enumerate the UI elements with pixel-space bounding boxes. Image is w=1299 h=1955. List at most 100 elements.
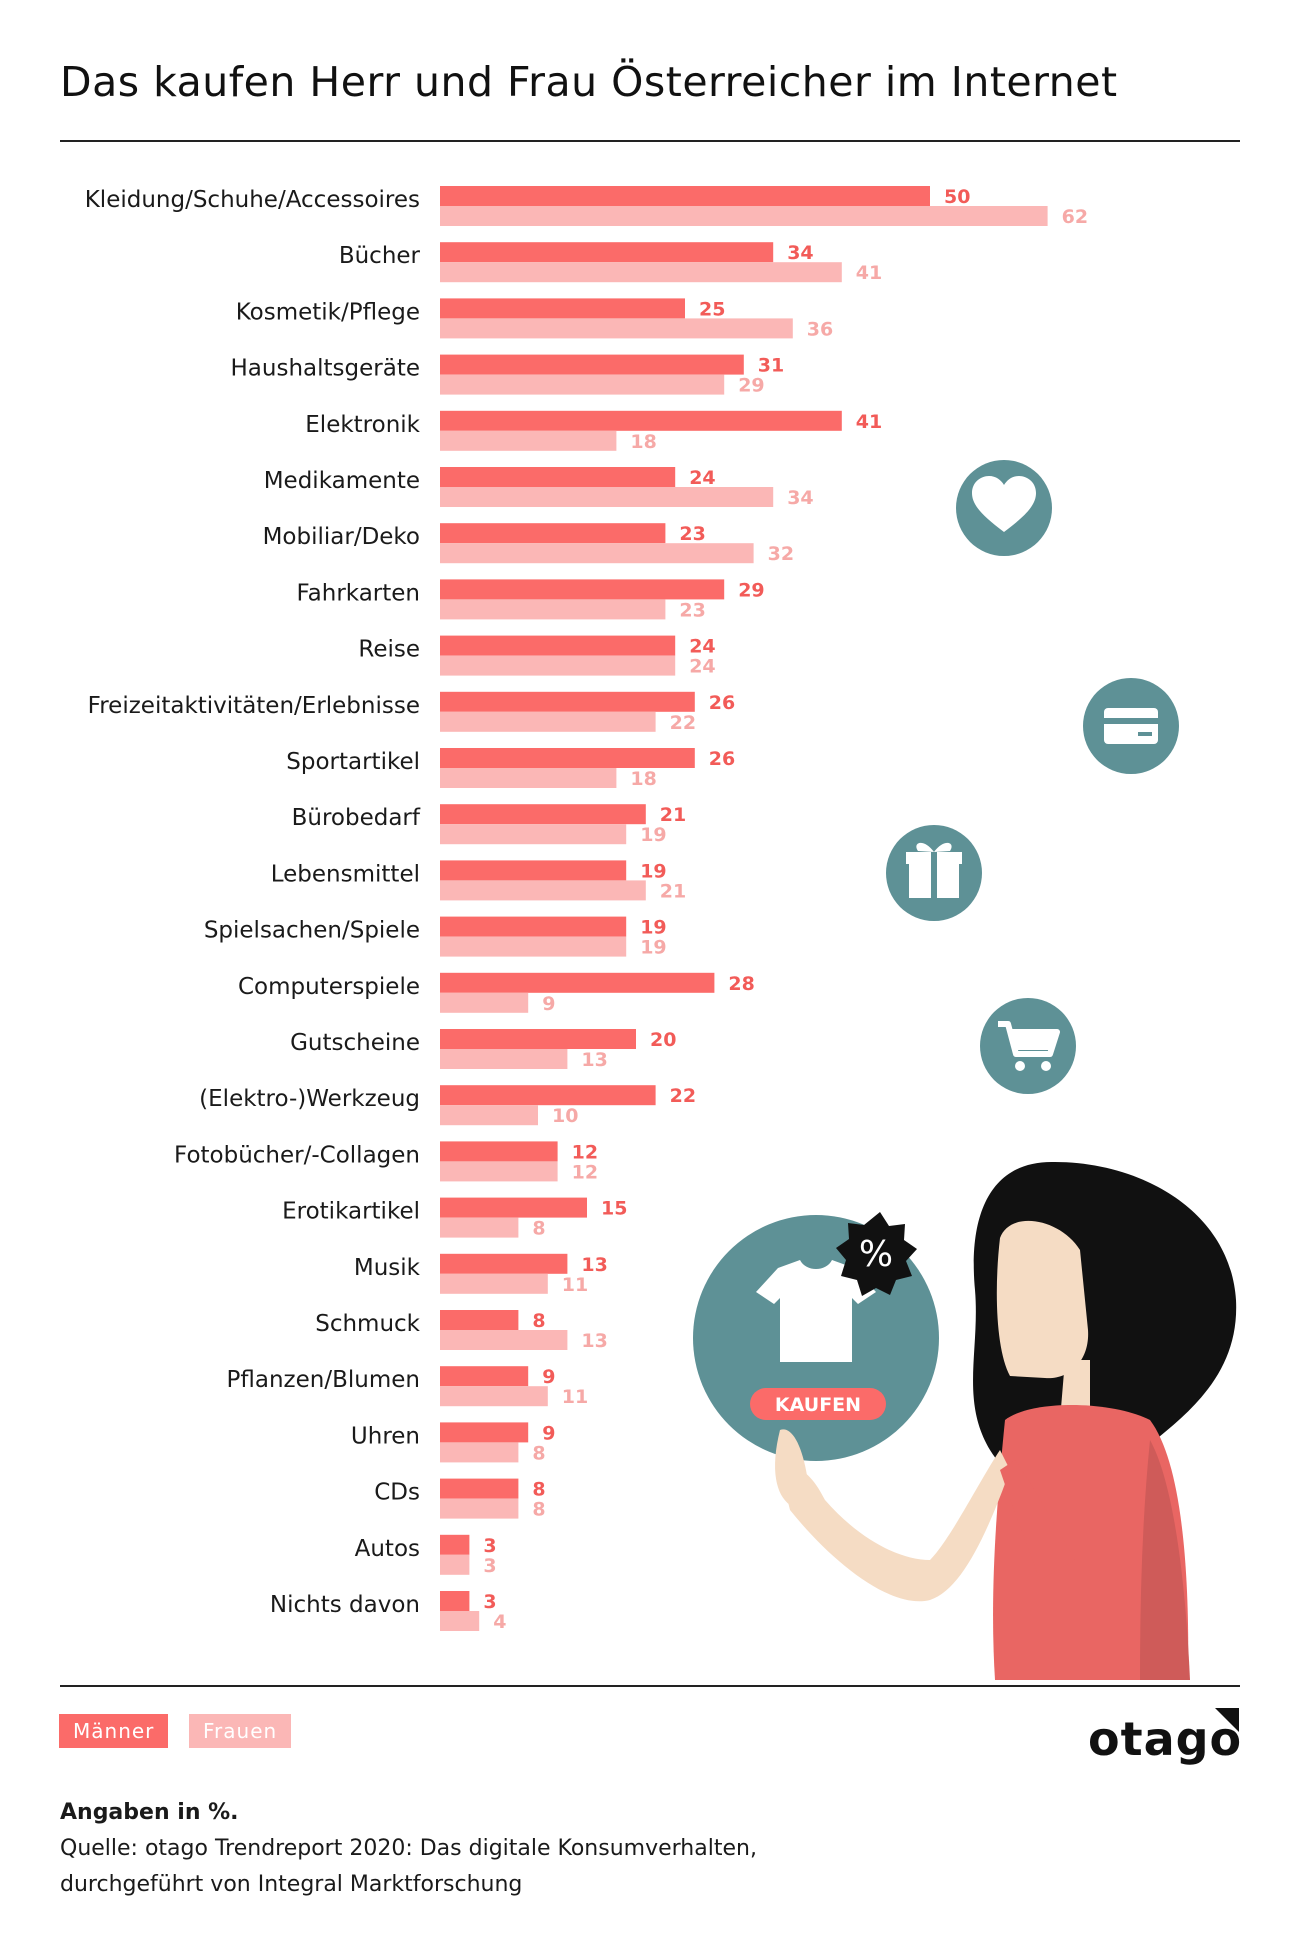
value-label-frauen: 12 xyxy=(572,1161,598,1183)
category-label: Spielsachen/Spiele xyxy=(204,918,420,944)
category-label: Erotikartikel xyxy=(282,1199,420,1225)
bar-frauen xyxy=(440,318,793,339)
bar-frauen xyxy=(440,1386,548,1407)
bar-maenner xyxy=(440,1253,568,1274)
heart-icon xyxy=(956,460,1052,556)
bar-maenner xyxy=(440,410,842,431)
bar-frauen xyxy=(440,1611,480,1631)
bar-maenner xyxy=(440,579,725,600)
illustration: % KAUFEN xyxy=(693,460,1237,1680)
bar-frauen xyxy=(440,1330,568,1350)
value-label-frauen: 36 xyxy=(807,318,833,340)
bar-maenner xyxy=(440,1310,519,1330)
category-label: Sportartikel xyxy=(286,749,420,775)
value-label-maenner: 28 xyxy=(728,973,754,995)
bar-maenner xyxy=(440,860,627,881)
bottom-divider xyxy=(60,1685,1240,1687)
bar-frauen xyxy=(440,1049,568,1069)
value-label-frauen: 21 xyxy=(660,880,686,902)
value-label-maenner: 3 xyxy=(483,1591,496,1613)
category-label: Reise xyxy=(358,637,420,663)
category-label: (Elektro-)Werkzeug xyxy=(199,1086,420,1112)
value-label-frauen: 62 xyxy=(1062,206,1088,228)
bar-frauen xyxy=(440,1554,470,1575)
category-label: Kleidung/Schuhe/Accessoires xyxy=(85,187,420,213)
value-label-frauen: 34 xyxy=(787,487,813,509)
category-label: CDs xyxy=(374,1480,420,1506)
value-label-maenner: 12 xyxy=(572,1141,598,1163)
woman-illustration xyxy=(775,1161,1237,1680)
value-label-maenner: 19 xyxy=(640,917,666,939)
bar-maenner xyxy=(440,972,715,993)
discount-badge-icon xyxy=(836,1212,917,1296)
bar-maenner xyxy=(440,635,676,656)
value-label-maenner: 13 xyxy=(581,1254,607,1276)
bar-frauen xyxy=(440,1217,519,1238)
bar-maenner xyxy=(440,354,744,375)
value-label-maenner: 8 xyxy=(532,1310,545,1332)
shopping-cart-icon xyxy=(980,998,1076,1094)
value-label-frauen: 24 xyxy=(689,656,715,678)
category-label: Bürobedarf xyxy=(292,805,421,831)
bar-frauen xyxy=(440,262,842,283)
value-label-frauen: 23 xyxy=(679,599,705,621)
legend-frauen: Frauen xyxy=(189,1714,292,1748)
value-label-maenner: 41 xyxy=(856,411,882,433)
bar-maenner xyxy=(440,242,774,263)
bar-frauen xyxy=(440,711,656,732)
bar-maenner xyxy=(440,1422,529,1443)
bar-frauen xyxy=(440,824,627,845)
top-divider xyxy=(60,140,1240,142)
value-label-maenner: 3 xyxy=(483,1535,496,1557)
footer-note: Angaben in %. xyxy=(60,1800,239,1825)
category-label: Musik xyxy=(354,1255,421,1281)
bar-maenner xyxy=(440,1197,587,1218)
bar-maenner xyxy=(440,1591,470,1611)
logo-mark-icon xyxy=(1215,1708,1239,1732)
value-label-frauen: 8 xyxy=(532,1499,545,1521)
value-label-maenner: 34 xyxy=(787,242,813,264)
value-label-maenner: 26 xyxy=(709,748,735,770)
value-label-frauen: 11 xyxy=(562,1274,588,1296)
category-label: Elektronik xyxy=(305,412,420,438)
bar-frauen xyxy=(440,487,774,507)
category-label: Fotobücher/-Collagen xyxy=(174,1142,420,1168)
value-label-frauen: 10 xyxy=(552,1105,578,1127)
value-label-frauen: 18 xyxy=(630,431,656,453)
bar-frauen xyxy=(440,1105,538,1126)
value-label-maenner: 24 xyxy=(689,636,715,658)
bar-maenner xyxy=(440,467,676,487)
bar-maenner xyxy=(440,186,930,206)
value-label-maenner: 24 xyxy=(689,467,715,489)
value-label-frauen: 13 xyxy=(581,1049,607,1071)
value-label-maenner: 50 xyxy=(944,186,970,208)
bar-frauen xyxy=(440,1273,548,1294)
value-label-frauen: 19 xyxy=(640,937,666,959)
value-label-frauen: 32 xyxy=(768,543,794,565)
credit-card-icon xyxy=(1083,678,1179,774)
bar-maenner xyxy=(440,523,666,544)
tshirt-icon xyxy=(756,1260,876,1362)
value-label-frauen: 4 xyxy=(493,1611,506,1633)
shop-circle: % KAUFEN xyxy=(693,1212,939,1461)
value-label-maenner: 8 xyxy=(532,1479,545,1501)
value-label-frauen: 29 xyxy=(738,375,764,397)
bar-maenner xyxy=(440,804,646,825)
bar-maenner xyxy=(440,1366,529,1387)
bar-frauen xyxy=(440,1161,558,1182)
bar-maenner xyxy=(440,1141,558,1162)
bar-maenner xyxy=(440,1029,636,1049)
chart-title: Das kaufen Herr und Frau Österreicher im… xyxy=(60,58,1118,106)
value-label-maenner: 9 xyxy=(542,1366,555,1388)
value-label-maenner: 26 xyxy=(709,692,735,714)
category-label: Lebensmittel xyxy=(271,861,420,887)
category-label: Kosmetik/Pflege xyxy=(236,299,420,325)
bar-maenner xyxy=(440,691,695,712)
kaufen-button-label: KAUFEN xyxy=(775,1394,861,1416)
value-label-frauen: 41 xyxy=(856,262,882,284)
value-label-frauen: 22 xyxy=(670,712,696,734)
bar-maenner xyxy=(440,298,685,319)
bar-frauen xyxy=(440,206,1048,226)
